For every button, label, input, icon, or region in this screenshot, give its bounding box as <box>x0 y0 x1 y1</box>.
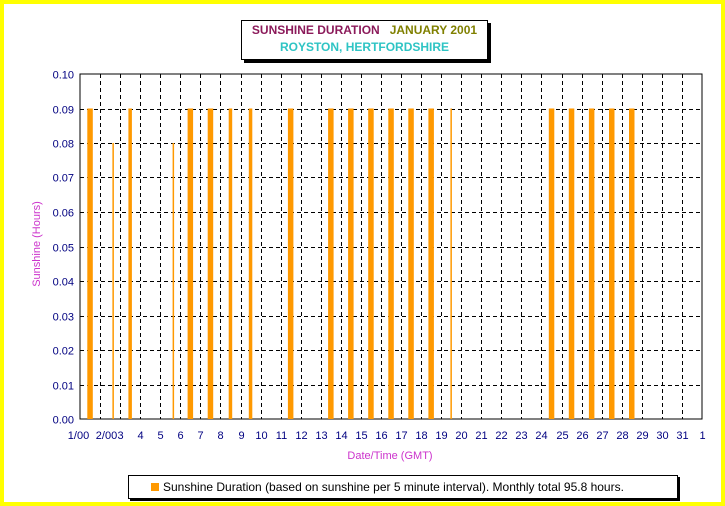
bar <box>368 108 374 419</box>
chart-frame: 0.00 0.01 0.02 0.03 0.04 0.05 0.06 0.07 0.08 0.09… <box>4 4 721 502</box>
bar <box>248 108 253 419</box>
y-tick-label: 0.03 <box>53 312 74 324</box>
bar <box>348 108 354 419</box>
y-tick-label: 0.00 <box>53 415 74 427</box>
bar <box>388 108 394 419</box>
x-tick-label: 8 <box>217 430 223 442</box>
y-tick-label: 0.02 <box>53 346 74 358</box>
x-tick-label: 1 <box>699 430 705 442</box>
x-tick-label: 22 <box>495 430 507 442</box>
bars-layer <box>87 108 635 419</box>
bar <box>87 108 93 419</box>
bar <box>172 143 175 419</box>
y-axis-title: Sunshine (Hours) <box>31 201 43 287</box>
x-tick-label: 16 <box>375 430 387 442</box>
x-tick-label: 12 <box>295 430 307 442</box>
x-tick-label: 3 <box>117 430 123 442</box>
x-tick-label: 19 <box>435 430 447 442</box>
x-tick-label: 18 <box>415 430 427 442</box>
x-axis-title: Date/Time (GMT) <box>347 450 432 462</box>
bar <box>629 108 635 419</box>
x-tick-label: 17 <box>395 430 407 442</box>
x-tick-label: 13 <box>315 430 327 442</box>
x-tick-label: 10 <box>255 430 267 442</box>
x-tick-label: 7 <box>197 430 203 442</box>
bar <box>450 108 452 419</box>
x-tick-label: 9 <box>238 430 244 442</box>
bar <box>548 108 555 419</box>
x-tick-label: 23 <box>515 430 527 442</box>
bar <box>568 108 575 419</box>
chart-title: SUNSHINE DURATION JANUARY 2001 <box>242 23 487 37</box>
bar <box>112 143 114 419</box>
bar <box>408 108 414 419</box>
bar <box>287 108 294 419</box>
legend: Sunshine Duration (based on sunshine per… <box>128 475 678 499</box>
bar <box>187 108 194 419</box>
bar <box>428 108 434 419</box>
x-tick-label: 1/00 <box>68 430 89 442</box>
y-tick-label: 0.10 <box>53 70 74 82</box>
bar <box>128 108 132 419</box>
chart-subtitle-location: ROYSTON, HERTFORDSHIRE <box>279 40 450 54</box>
x-tick-label: 4 <box>137 430 143 442</box>
y-tick-label: 0.05 <box>53 243 74 255</box>
axis-layer: 0.00 0.01 0.02 0.03 0.04 0.05 0.06 0.07 0.08 0.09… <box>53 70 706 443</box>
x-tick-label: 29 <box>636 430 648 442</box>
y-tick-label: 0.09 <box>53 105 74 117</box>
x-tick-label: 31 <box>676 430 688 442</box>
bar <box>328 108 334 419</box>
chart-canvas: 0.00 0.01 0.02 0.03 0.04 0.05 0.06 0.07 0.08 0.09… <box>31 70 706 463</box>
y-tick-label: 0.06 <box>53 208 74 220</box>
y-tick-label: 0.07 <box>53 173 74 185</box>
legend-swatch <box>151 483 159 491</box>
x-tick-label: 6 <box>177 430 183 442</box>
x-tick-label: 30 <box>656 430 668 442</box>
x-tick-label: 26 <box>576 430 588 442</box>
x-tick-label: 11 <box>276 430 287 442</box>
x-tick-label: 25 <box>556 430 568 442</box>
chart-title-main: SUNSHINE DURATION <box>251 23 380 37</box>
chart-title-box: SUNSHINE DURATION JANUARY 2001 ROYSTON, H… <box>241 20 488 60</box>
bar <box>609 108 615 419</box>
chart-title-date: JANUARY 2001 <box>389 23 478 37</box>
x-tick-label: 21 <box>475 430 487 442</box>
y-tick-label: 0.04 <box>53 277 74 289</box>
y-tick-label: 0.01 <box>53 381 74 393</box>
y-tick-label: 0.08 <box>53 139 74 151</box>
x-tick-label: 15 <box>355 430 367 442</box>
x-tick-label: 24 <box>535 430 547 442</box>
bar <box>228 108 233 419</box>
legend-label: Sunshine Duration (based on sunshine per… <box>163 480 624 494</box>
x-tick-label: 2/00 <box>96 430 117 442</box>
bar <box>207 108 214 419</box>
x-tick-label: 27 <box>596 430 608 442</box>
x-tick-label: 14 <box>335 430 347 442</box>
x-tick-label: 5 <box>157 430 163 442</box>
x-tick-label: 28 <box>616 430 628 442</box>
bar <box>588 108 595 419</box>
x-tick-label: 20 <box>455 430 467 442</box>
